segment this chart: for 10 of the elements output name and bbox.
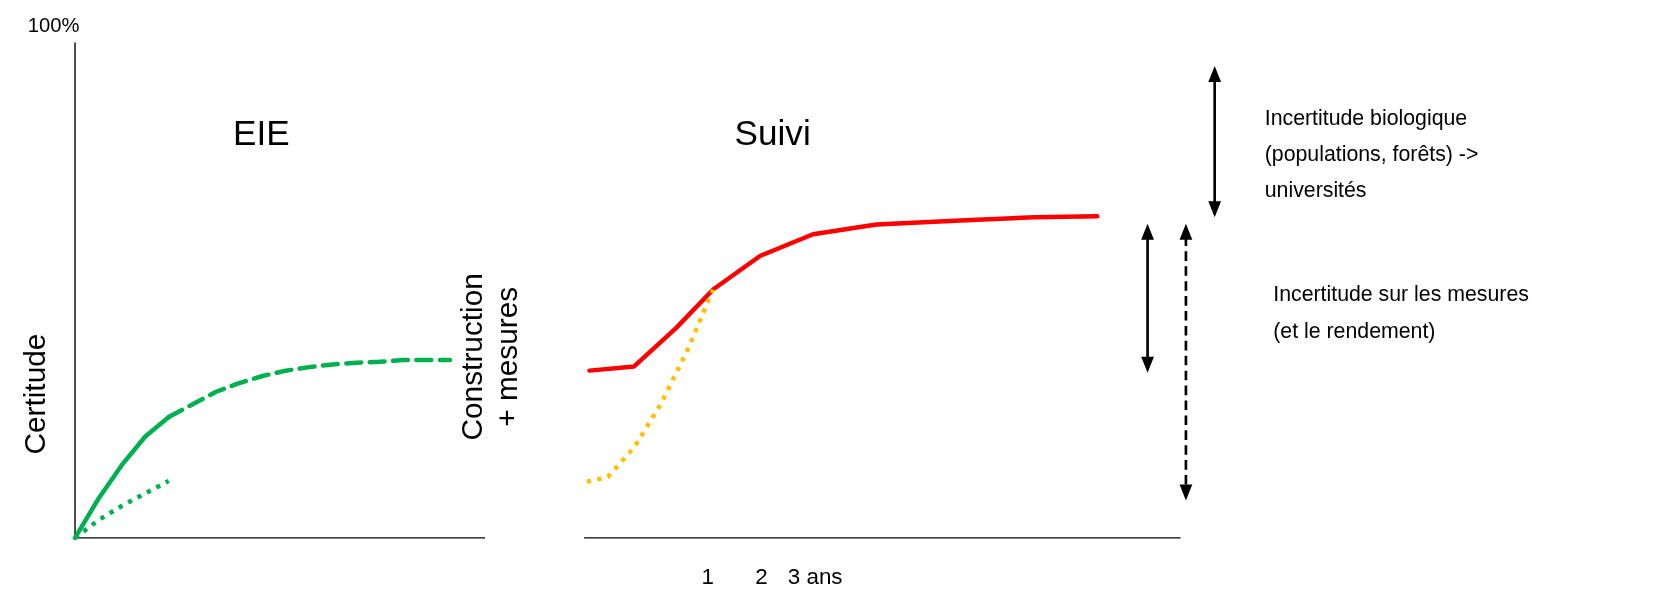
chart-title: Suivi [734,112,811,152]
chart-title: EIE [233,112,290,152]
y-axis-title: Construction + mesures [454,273,524,441]
text: Incertitude sur les mesures (et le rendement) [1273,282,1529,343]
y-axis-title: Certitude [18,333,52,455]
x-tick-label: 2 [755,563,768,589]
text: 100% [27,13,80,36]
text: Incertitude biologique (populations, forêts) -> universités [1264,105,1479,203]
x-tick-label: 3 ans [787,563,843,589]
x-tick-label: 1 [701,563,714,589]
